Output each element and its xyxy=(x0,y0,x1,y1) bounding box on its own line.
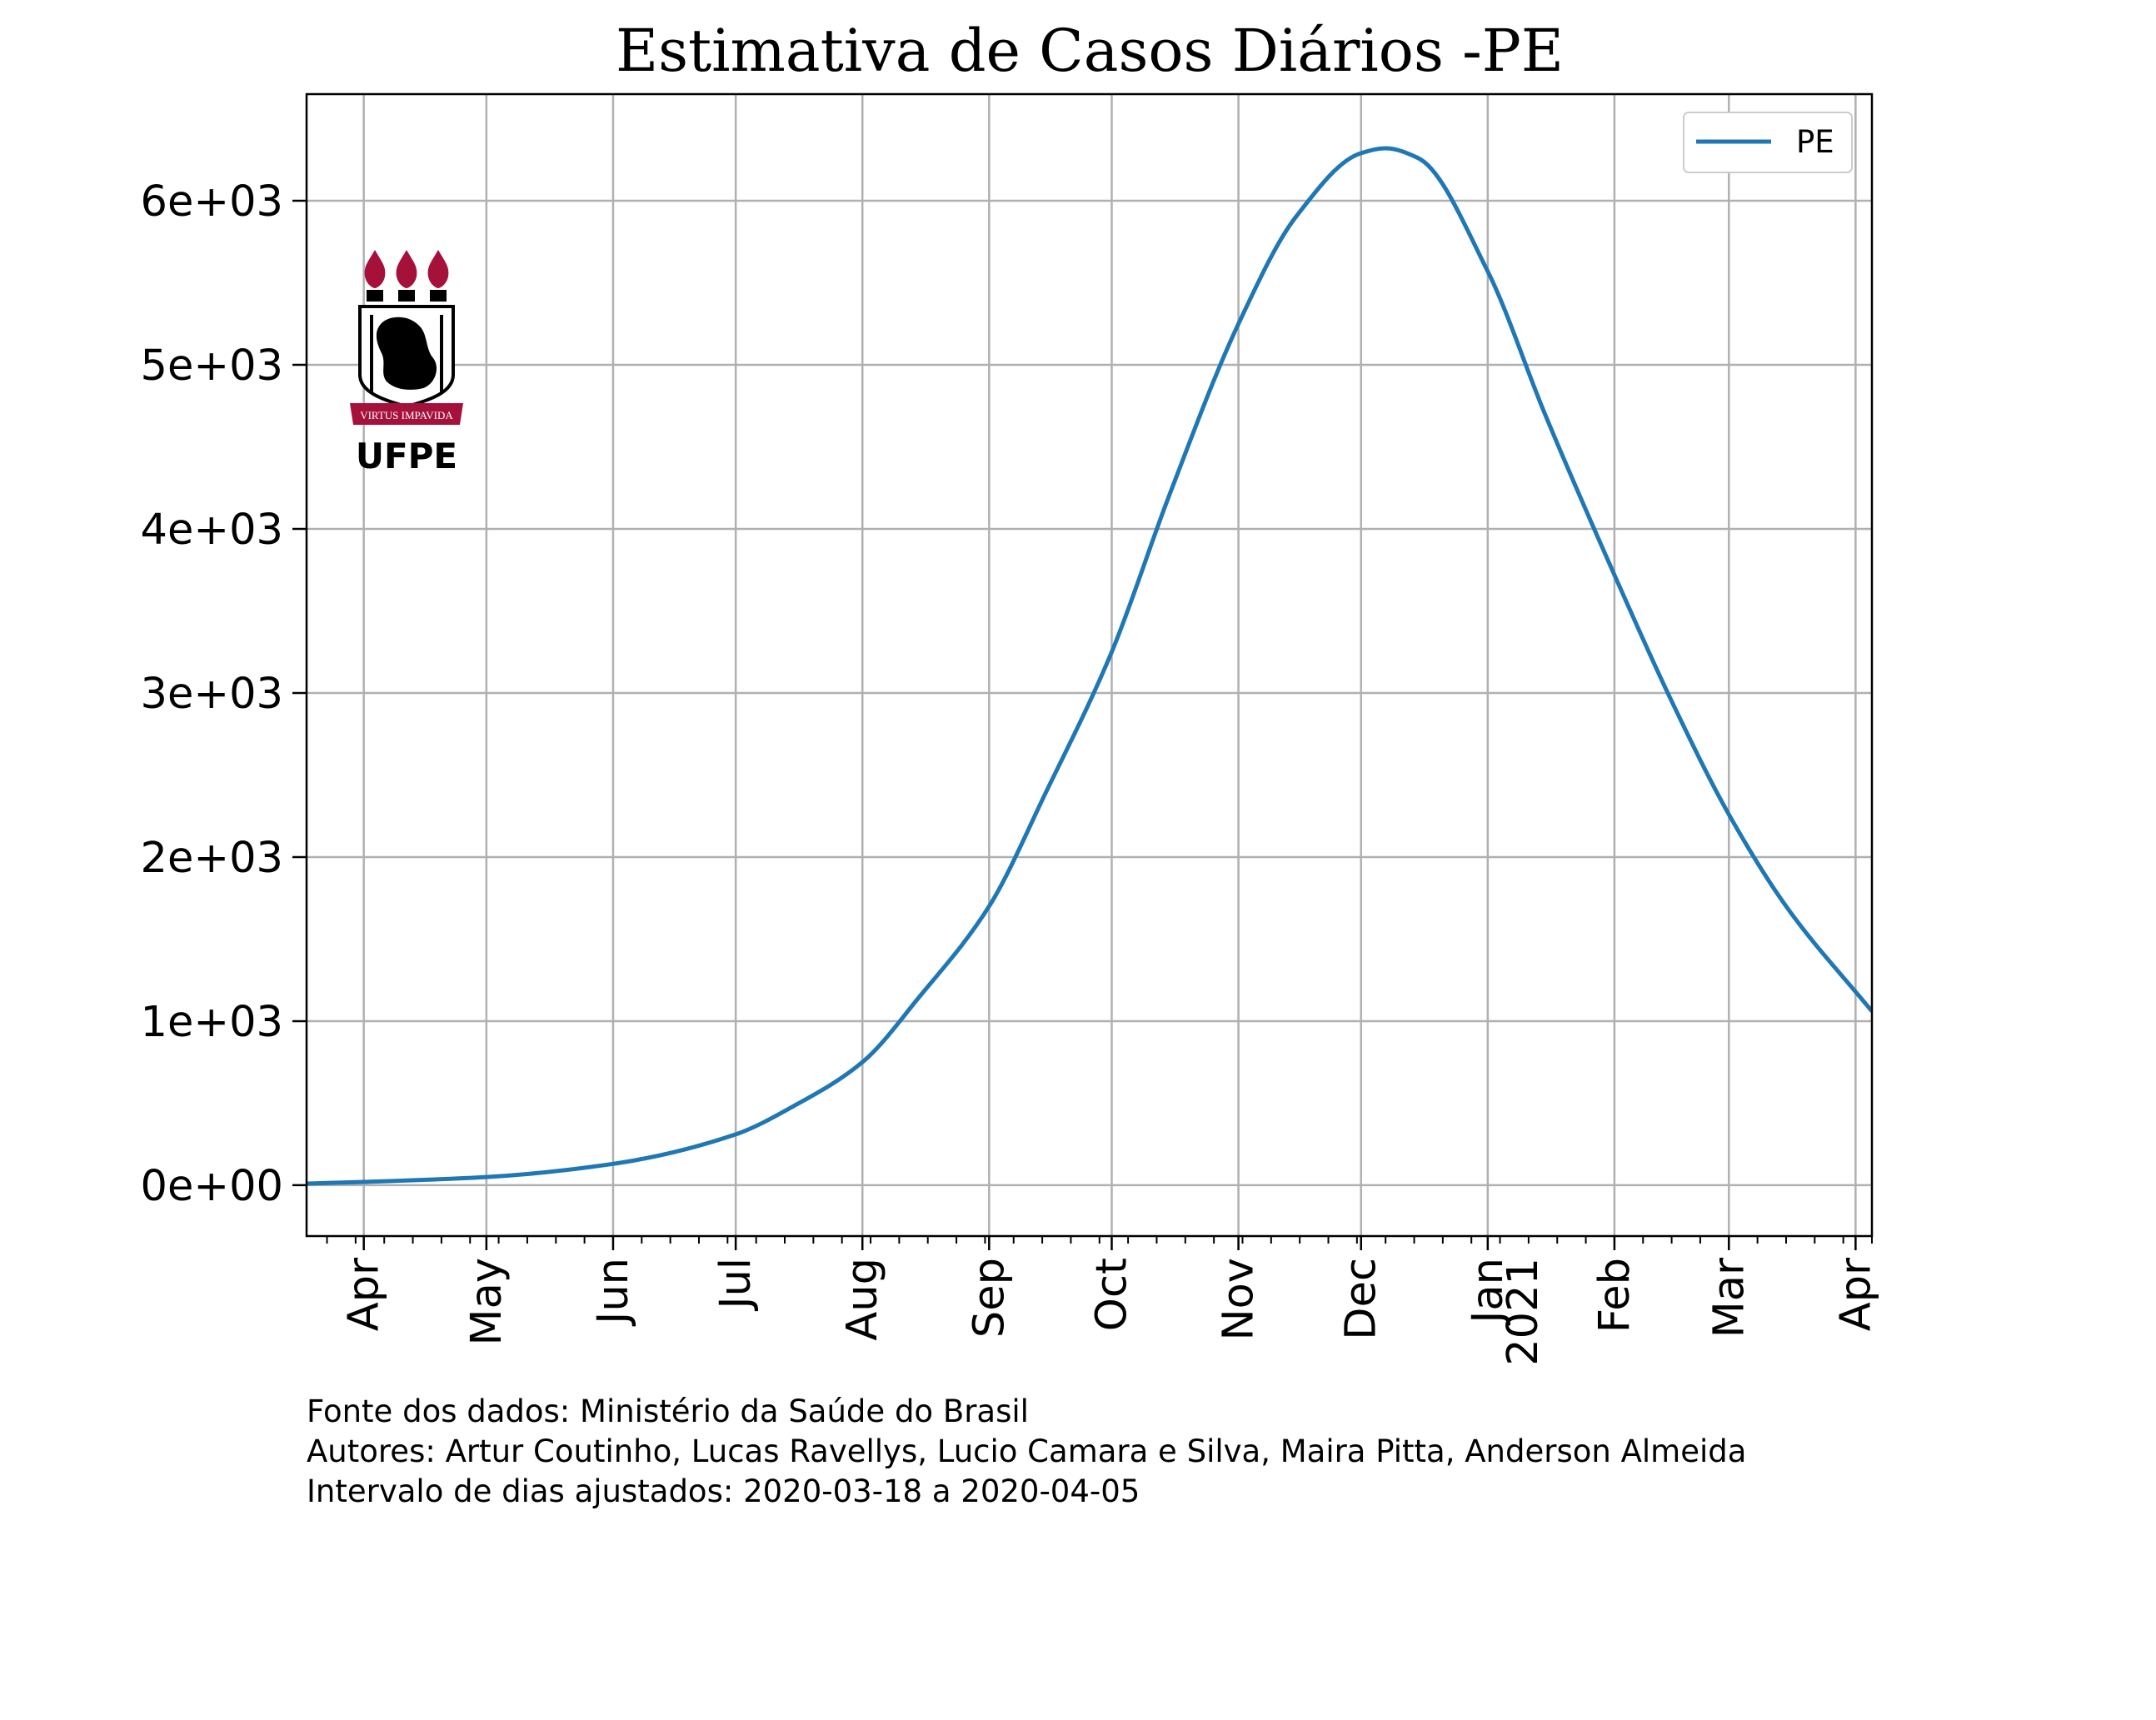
ufpe-logo: VIRTUS IMPAVIDA UFPE xyxy=(350,250,463,476)
y-tick-label: 1e+03 xyxy=(141,998,283,1047)
x-tick-label: Oct xyxy=(1087,1258,1136,1331)
x-tick-label: Jun xyxy=(589,1258,638,1327)
y-tick-label: 4e+03 xyxy=(141,506,283,555)
x-tick-label: Dec xyxy=(1337,1258,1386,1340)
fit-interval-note: Intervalo de dias ajustados: 2020-03-18 … xyxy=(307,1473,1140,1509)
grid xyxy=(307,94,1872,1236)
chart-title: Estimativa de Casos Diários -PE xyxy=(616,17,1564,85)
logo-motto: VIRTUS IMPAVIDA xyxy=(360,409,453,421)
y-tick-label: 5e+03 xyxy=(141,342,283,391)
x-tick-label: Nov xyxy=(1215,1258,1264,1341)
y-tick-label: 2e+03 xyxy=(141,834,283,883)
x-tick-label: Aug xyxy=(838,1258,887,1341)
x-tick-label: Apr xyxy=(1831,1258,1880,1331)
y-tick-label: 6e+03 xyxy=(141,177,283,227)
legend-label: PE xyxy=(1796,124,1834,160)
lion-figure xyxy=(376,317,437,390)
x-tick-label-year: 2021 xyxy=(1499,1258,1548,1366)
logo-name: UFPE xyxy=(356,436,457,476)
x-tick-label: Feb xyxy=(1590,1258,1639,1333)
torch-bases xyxy=(367,290,447,302)
torch-flames xyxy=(364,250,449,288)
x-tick-label: Sep xyxy=(965,1258,1014,1338)
x-tick-label: Jul xyxy=(711,1258,761,1312)
series-line-pe xyxy=(307,146,1872,1186)
authors-note: Autores: Artur Coutinho, Lucas Ravellys,… xyxy=(307,1433,1747,1469)
data-source-note: Fonte dos dados: Ministério da Saúde do … xyxy=(307,1393,1029,1429)
x-tick-label: Jan xyxy=(1464,1258,1513,1326)
series-layer xyxy=(307,146,1872,1186)
legend: PE xyxy=(1683,112,1853,173)
x-tick-label: Mar xyxy=(1704,1258,1754,1338)
y-tick-label: 3e+03 xyxy=(141,670,283,719)
x-tick-label: Apr xyxy=(340,1258,389,1331)
y-axis: 0e+00 1e+03 2e+03 3e+03 4e+03 5e+03 6e+03 xyxy=(141,177,307,1211)
x-tick-label: May xyxy=(462,1258,512,1345)
cross-staff xyxy=(370,315,443,393)
y-tick-label: 0e+00 xyxy=(141,1162,283,1211)
motto-ribbon xyxy=(350,403,463,425)
plot-frame xyxy=(305,92,1874,1238)
